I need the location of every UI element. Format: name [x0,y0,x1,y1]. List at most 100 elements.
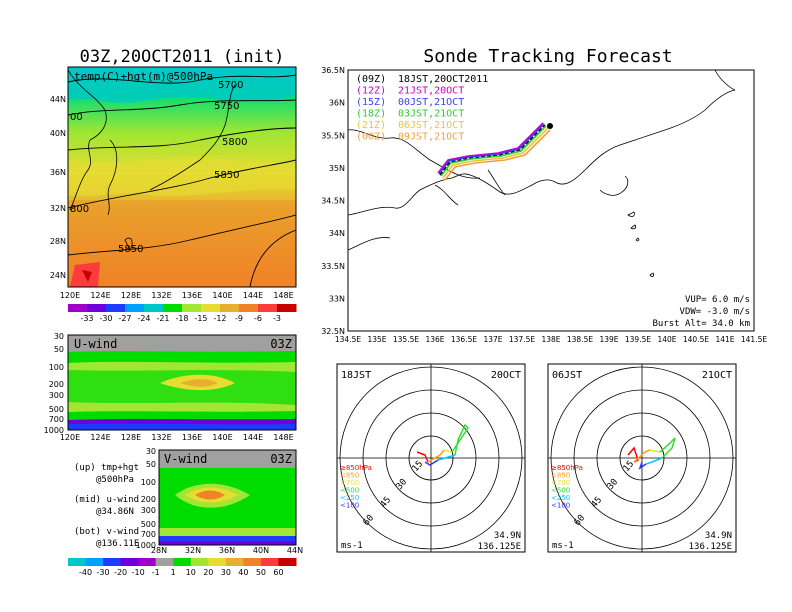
note-sub: @500hPa [96,475,134,485]
sonde-track [440,125,547,177]
colorbar-swatch [258,304,278,312]
lon-tick-label: 132E [151,291,171,300]
colorbar-label: -10 [132,568,145,577]
lon-tick-label: 148E [273,291,293,300]
map-500hpa: 5700 5750 5800 5850 5850 800 00 temp(C)+… [50,66,297,300]
sonde-track [437,122,544,174]
contour-label: 5850 [214,170,239,181]
colorbar-swatch [103,558,122,566]
map500-label: temp(C)+hgt(m)@500hPa [74,70,213,83]
lon-tick-label: 141.5E [741,335,767,344]
lon-tick-label: 141E [715,335,734,344]
colorbar-swatch [277,304,297,312]
colorbar-label: -40 [79,568,92,577]
colorbar-swatch [220,304,240,312]
lon-tick-label: 134.5E [335,335,361,344]
level-legend-item: <850 [340,472,359,480]
level-legend-item: ≥850hPa [551,464,583,472]
colorbar-swatch [68,304,88,312]
colorbar-swatch [85,558,104,566]
contour-label: 800 [70,204,89,215]
note-title: (bot) v-wind [74,527,139,537]
colorbar-swatch [120,558,139,566]
lat-tick-label: 36N [219,546,235,555]
hodo-lon: 136.125E [689,542,732,552]
lon-tick-label: 144E [243,291,263,300]
temperature-colorbar: -33 -30 -27 -24 -21 -18 -15 -12 -9 -6 -3 [68,304,297,323]
lat-tick-label: 36N [50,168,66,177]
pressure-tick-label: 100 [49,363,64,372]
sonde-track [439,124,546,176]
colorbar-swatch [138,558,157,566]
colorbar-swatch [182,304,202,312]
colorbar-label: -15 [194,314,207,323]
lon-tick-label: 140E [212,291,232,300]
lon-tick-label: 144E [243,433,263,442]
lat-tick-label: 36.5N [321,66,345,75]
run-label: 21JST,20OCT [398,86,464,97]
run-label: 18JST,20OCT2011 [398,74,488,85]
lat-tick-label: 34.5N [321,197,345,206]
colorbar-swatch [106,304,126,312]
run-tag: (12Z) [356,86,386,97]
lon-tick-label: 120E [60,433,80,442]
colorbar-swatch [190,558,209,566]
lon-tick-label: 139.5E [625,335,651,344]
colorbar-label: -27 [118,314,131,323]
level-legend-item: <700 [340,479,359,487]
colorbar-swatch [239,304,259,312]
level-legend-item: <250 [340,494,359,502]
lon-tick-label: 140.5E [683,335,709,344]
run-tag: (21Z) [356,120,386,131]
hodograph-right: 06JST 21OCT ms-1 34.9N 136.125E 15 30 45… [547,363,737,553]
colorbar-label: 30 [221,568,231,577]
lat-tick-label: 35.5N [321,131,345,140]
pressure-tick-label: 200 [49,380,64,389]
colorbar-label: 10 [186,568,196,577]
colorbar-label: -3 [273,314,281,323]
pressure-tick-label: 700 [141,530,156,539]
lon-tick-label: 139E [599,335,618,344]
colorbar-swatch [125,304,145,312]
run-tag: (09Z) [356,74,386,85]
hodo-unit: ms-1 [341,541,363,551]
lon-tick-label: 140E [657,335,676,344]
colorbar-label: -1 [152,568,160,577]
colorbar-swatch [144,304,164,312]
lat-tick-label: 35N [329,164,345,173]
colorbar-label: -20 [114,568,127,577]
lon-tick-label: 136.5E [451,335,477,344]
lon-tick-label: 138E [541,335,560,344]
run-label: 09JST,21OCT [398,132,464,143]
hodo-time: 06JST [552,370,582,381]
lat-tick-label: 24N [50,271,66,280]
pressure-tick-label: 100 [141,478,156,487]
level-legend-item: <500 [340,487,359,495]
level-legend-item: <100 [551,502,570,510]
level-legend-item: ≥850hPa [340,464,372,472]
run-label: 03JST,21OCT [398,109,464,120]
colorbar-label: 1 [171,568,176,577]
level-legend-item: <100 [340,502,359,510]
sonde-track [442,127,549,179]
lon-tick-label: 124E [90,433,110,442]
colorbar-label: 20 [203,568,213,577]
colorbar-label: 40 [238,568,248,577]
pressure-tick-label: 500 [49,405,64,414]
hodo-time: 18JST [341,370,371,381]
lon-tick-label: 136E [182,291,202,300]
run-label: 06JST,21OCT [398,120,464,131]
lon-tick-label: 128E [121,433,141,442]
lon-tick-label: 135.5E [393,335,419,344]
right-title: Sonde Tracking Forecast [423,46,672,67]
lat-tick-label: 33.5N [321,262,345,271]
hodograph-left: 18JST 20OCT ms-1 34.9N 136.125E 15 30 45… [336,363,526,553]
level-legend-item: <850 [551,472,570,480]
lat-tick-label: 44N [50,95,66,104]
lat-tick-label: 44N [287,546,303,555]
lon-tick-label: 138.5E [567,335,593,344]
vwind-label: V-wind [164,452,207,466]
lon-tick-label: 128E [121,291,141,300]
